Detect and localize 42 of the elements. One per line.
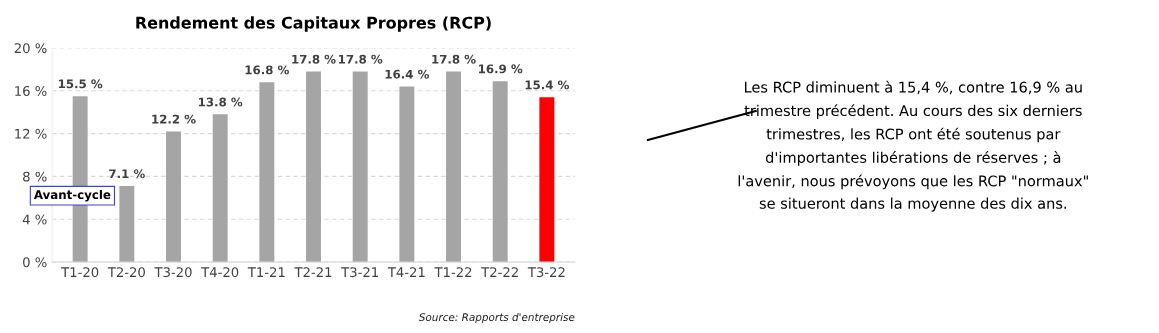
data-label: 7.1 % xyxy=(109,169,145,179)
bar xyxy=(352,71,368,263)
x-tick-label: T1-20 xyxy=(61,267,99,278)
x-tick-label: T1-21 xyxy=(247,267,285,277)
bar xyxy=(166,131,181,263)
text: Les RCP diminuent à 15,4 %, contre 16,9 % au trimestre précédent. Au cours des six derniers trimestres, les RCP ont été soutenus par d'importantes libérations de réserves ; à l'avenir, nous prévoyons que les RCP "normaux" se situeront dans la moyenne des dix ans. xyxy=(738,80,1088,212)
data-label: 16.9 % xyxy=(478,64,523,74)
y-tick-label: 12 % xyxy=(15,128,47,139)
bar xyxy=(399,86,415,263)
bar xyxy=(119,186,135,263)
x-tick-label: T4-20 xyxy=(201,267,239,278)
y-tick-label: 20 % xyxy=(14,43,47,54)
x-tick-label: T3-22 xyxy=(527,267,565,278)
x-tick-label: T2-21 xyxy=(294,267,332,277)
x-tick-label: T2-22 xyxy=(481,267,518,277)
source-note: Source: Rapports d'entreprise xyxy=(418,312,575,324)
bar xyxy=(212,114,228,263)
data-label: 16.8 % xyxy=(245,65,289,75)
y-tick-label: 4 % xyxy=(22,214,47,225)
bar xyxy=(259,82,275,263)
x-tick-label: T2-20 xyxy=(107,267,145,278)
y-tick-label: 16 % xyxy=(15,86,47,96)
annotation: Avant-cycle xyxy=(33,189,111,202)
x-tick-label: T3-20 xyxy=(154,267,192,278)
bar xyxy=(306,71,321,263)
data-label: 13.8 % xyxy=(198,97,243,107)
x-tick-label: T4-21 xyxy=(387,267,425,277)
x-tick-label: T3-21 xyxy=(341,267,378,278)
chart-title: Rendement des Capitaux Propres (RCP) xyxy=(136,16,491,32)
data-label: 15.4 % xyxy=(525,80,570,90)
data-label: 17.8 % xyxy=(292,54,336,64)
data-label: 12.2 % xyxy=(152,114,196,124)
data-label: 15.5 % xyxy=(58,79,103,89)
bar xyxy=(492,81,508,263)
data-label: 17.8 % xyxy=(432,54,476,64)
bar xyxy=(446,71,461,263)
data-label: 16.4 % xyxy=(385,69,430,79)
y-tick-label: 8 % xyxy=(23,171,47,182)
y-tick-label: 0 % xyxy=(23,257,47,268)
bar xyxy=(539,97,555,263)
data-label: 17.8 % xyxy=(338,54,383,64)
x-tick-label: T1-22 xyxy=(434,267,472,277)
